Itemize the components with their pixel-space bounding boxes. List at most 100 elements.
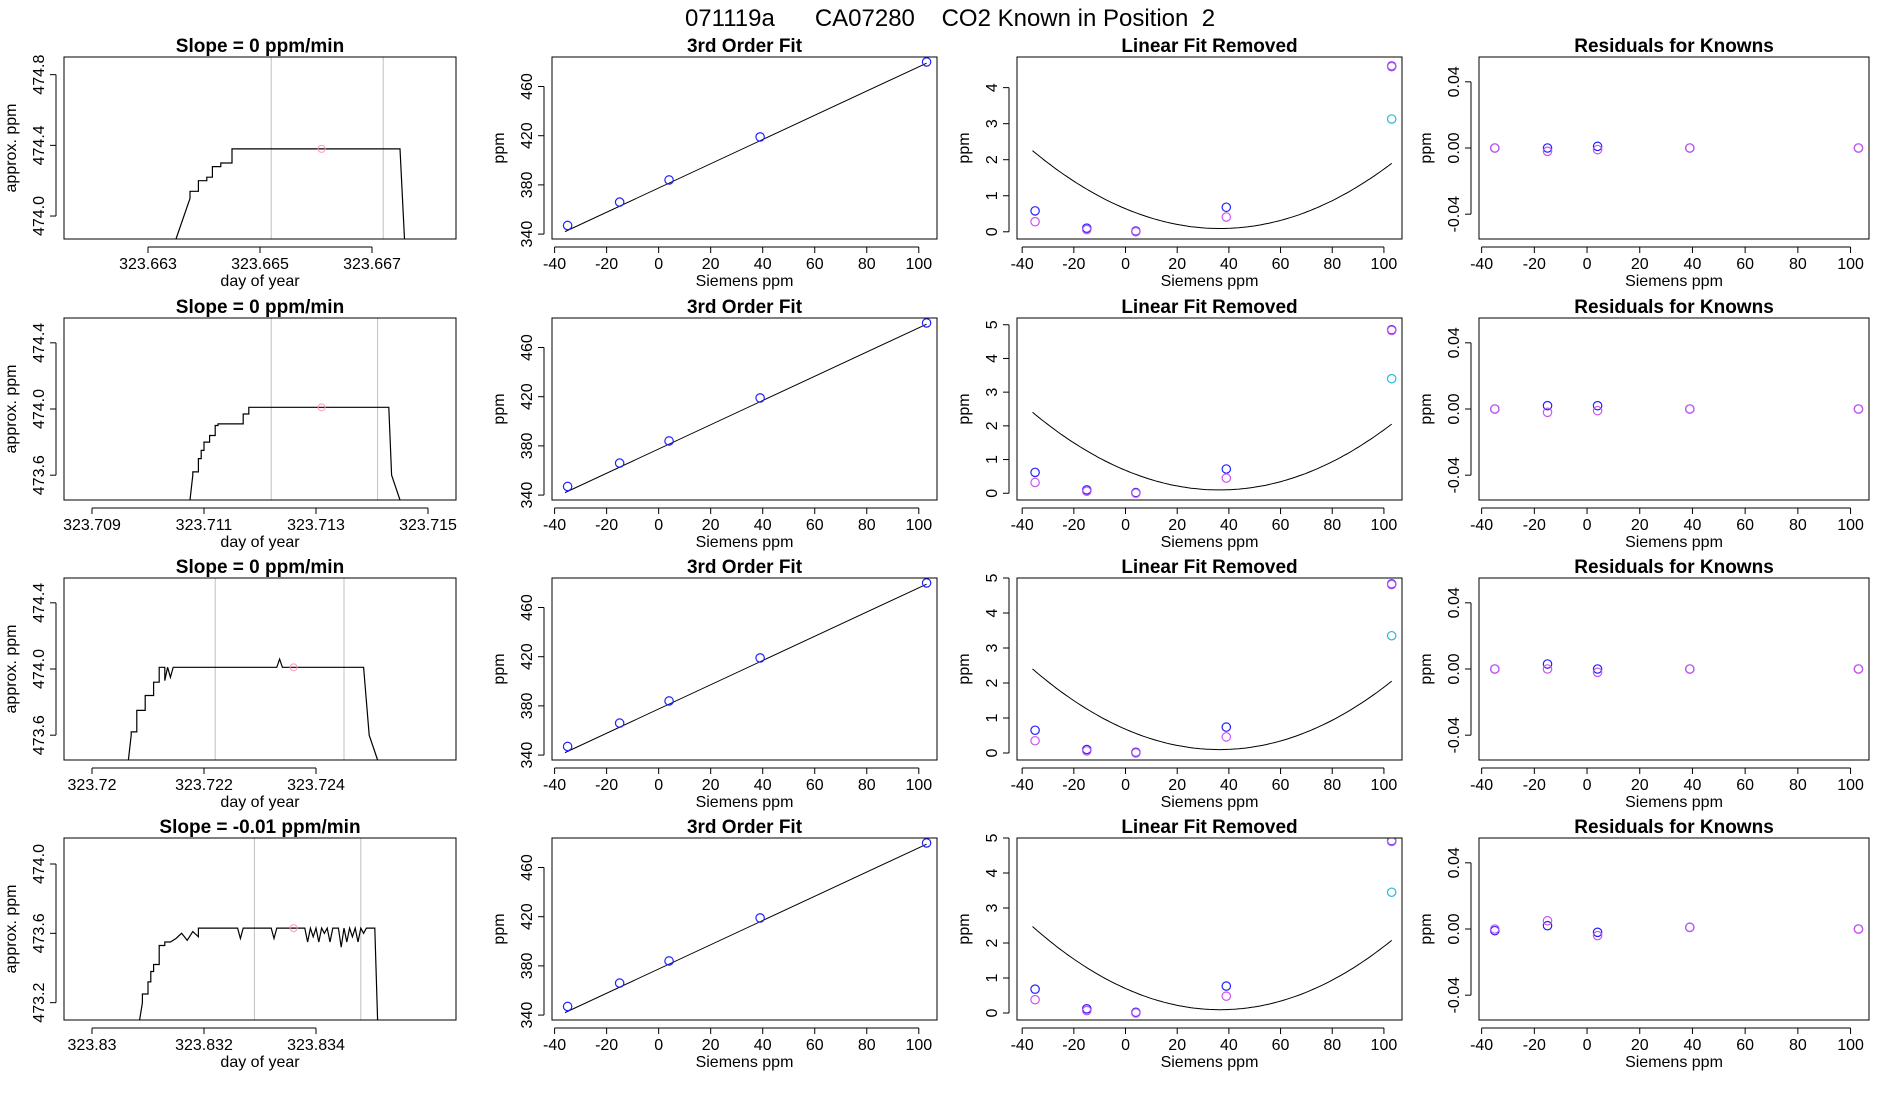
plot-area bbox=[1490, 915, 1864, 941]
x-tick-label: 100 bbox=[1837, 517, 1864, 534]
x-tick-label: 80 bbox=[858, 1037, 876, 1054]
y-axis-label: ppm bbox=[491, 913, 508, 944]
x-tick-label: -40 bbox=[543, 777, 566, 794]
data-point bbox=[1386, 579, 1397, 590]
plot-frame bbox=[63, 317, 457, 501]
panel: Slope = 0 ppm/min 323.663 323.665 323.667 da… bbox=[3, 36, 457, 290]
data-point bbox=[1853, 404, 1864, 414]
data-point bbox=[1030, 735, 1040, 746]
data-point bbox=[1853, 143, 1864, 153]
y-tick-label: 460 bbox=[519, 854, 536, 881]
x-tick-label: -20 bbox=[1523, 1037, 1546, 1054]
y-tick-label: 474.4 bbox=[31, 583, 48, 623]
plot-area bbox=[562, 838, 932, 1014]
data-point bbox=[1542, 407, 1553, 418]
y-tick-label: 0 bbox=[984, 1008, 1001, 1017]
panel-title: Linear Fit Removed bbox=[1121, 557, 1297, 578]
fit-curve bbox=[1032, 668, 1393, 751]
y-tick-label: -0.04 bbox=[1446, 977, 1463, 1014]
x-tick-label: 80 bbox=[1323, 256, 1341, 273]
x-tick-label: 20 bbox=[702, 777, 720, 794]
panel-title: Residuals for Knowns bbox=[1574, 297, 1774, 318]
x-tick-label: 20 bbox=[1168, 256, 1186, 273]
plot-frame bbox=[1478, 577, 1870, 761]
panel: Residuals for Knowns -40 -20 0 20 40 60 80 100 Si… bbox=[1418, 557, 1870, 811]
x-tick-label: 40 bbox=[754, 1037, 772, 1054]
panel-title: Slope = -0.01 ppm/min bbox=[159, 817, 360, 838]
data-point bbox=[1221, 722, 1232, 732]
x-tick-label: 0 bbox=[1121, 777, 1130, 794]
x-tick-label: 20 bbox=[1168, 777, 1186, 794]
y-tick-label: -0.04 bbox=[1446, 717, 1463, 754]
y-tick-label: 420 bbox=[519, 122, 536, 149]
y-tick-label: 474.0 bbox=[31, 844, 48, 884]
y-tick-label: 2 bbox=[984, 421, 1001, 430]
x-axis-label: Siemens ppm bbox=[696, 794, 794, 811]
x-tick-label: 323.665 bbox=[231, 256, 289, 273]
x-tick-label: 40 bbox=[754, 777, 772, 794]
plot-frame bbox=[551, 837, 938, 1021]
panel-title: 3rd Order Fit bbox=[687, 297, 803, 318]
x-axis: -40 -20 0 20 40 60 80 100 Siemens ppm bbox=[1011, 1027, 1397, 1071]
y-tick-label: 380 bbox=[519, 692, 536, 719]
data-line bbox=[175, 148, 406, 239]
data-point bbox=[755, 132, 765, 142]
plot-area bbox=[189, 403, 401, 500]
data-point bbox=[1081, 746, 1092, 756]
x-tick-label: 100 bbox=[1837, 256, 1864, 273]
plot-area bbox=[1490, 400, 1864, 418]
x-tick-label: -40 bbox=[1470, 1037, 1493, 1054]
x-tick-label: -40 bbox=[543, 1037, 566, 1054]
data-point bbox=[1542, 400, 1553, 411]
data-point bbox=[1030, 216, 1040, 227]
x-tick-label: 40 bbox=[1220, 517, 1238, 534]
y-tick-label: 3 bbox=[984, 903, 1001, 912]
x-axis: -40 -20 0 20 40 60 80 100 Siemens ppm bbox=[543, 767, 932, 811]
x-axis: -40 -20 0 20 40 60 80 100 Siemens ppm bbox=[1470, 767, 1864, 811]
panel-title: Residuals for Knowns bbox=[1574, 36, 1774, 57]
data-point bbox=[921, 838, 932, 848]
x-axis-label: Siemens ppm bbox=[696, 1054, 794, 1071]
x-tick-label: 323.724 bbox=[287, 777, 345, 794]
panel: 3rd Order Fit -40 -20 0 20 40 60 80 100 Siemens p… bbox=[491, 36, 938, 290]
plot-frame bbox=[1016, 837, 1403, 1021]
y-tick-label: 420 bbox=[519, 383, 536, 410]
data-point bbox=[664, 696, 674, 706]
y-axis: -0.04 0.00 0.04 ppm bbox=[1418, 66, 1472, 232]
x-tick-label: 60 bbox=[1272, 777, 1290, 794]
plot-frame bbox=[551, 56, 938, 240]
data-point bbox=[1542, 915, 1553, 926]
y-tick-label: -0.04 bbox=[1446, 457, 1463, 494]
y-tick-label: 0.00 bbox=[1446, 393, 1463, 424]
panel: Residuals for Knowns -40 -20 0 20 40 60 80 100 Si… bbox=[1418, 297, 1870, 551]
plot-area bbox=[1030, 579, 1397, 758]
x-tick-label: 323.713 bbox=[287, 517, 345, 534]
x-axis-label: Siemens ppm bbox=[1161, 1054, 1259, 1071]
y-tick-label: 3 bbox=[984, 119, 1001, 128]
x-tick-label: -20 bbox=[1062, 777, 1085, 794]
x-axis-label: Siemens ppm bbox=[696, 534, 794, 551]
plot-frame bbox=[551, 577, 938, 761]
plot-frame bbox=[1478, 56, 1870, 240]
data-point bbox=[1592, 405, 1603, 416]
y-axis-label: approx. ppm bbox=[3, 885, 20, 974]
data-point bbox=[562, 741, 573, 752]
panel-title: 3rd Order Fit bbox=[687, 36, 803, 57]
x-tick-label: 0 bbox=[654, 517, 663, 534]
fit-curve bbox=[1032, 411, 1393, 491]
y-tick-label: 0.04 bbox=[1446, 847, 1463, 878]
x-tick-label: 40 bbox=[1684, 256, 1702, 273]
x-tick-label: -20 bbox=[595, 517, 618, 534]
x-tick-label: 40 bbox=[1684, 1037, 1702, 1054]
y-axis-label: ppm bbox=[956, 913, 973, 944]
data-point bbox=[755, 393, 765, 403]
x-tick-label: 20 bbox=[702, 256, 720, 273]
y-axis: 340 380 420 460 ppm bbox=[491, 854, 545, 1028]
y-axis-label: ppm bbox=[956, 132, 973, 163]
plot-frame bbox=[551, 317, 938, 501]
x-tick-label: 40 bbox=[1220, 777, 1238, 794]
x-tick-label: 40 bbox=[1684, 517, 1702, 534]
data-line bbox=[127, 657, 379, 760]
